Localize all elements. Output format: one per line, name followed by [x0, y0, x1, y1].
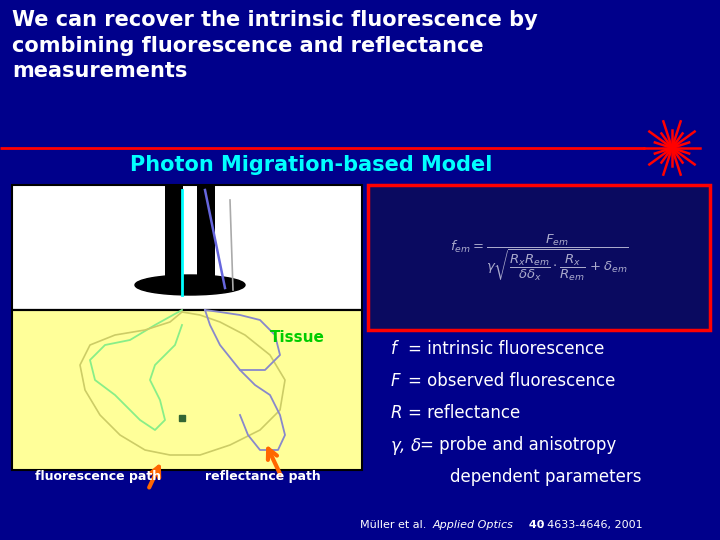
Text: $f$: $f$	[390, 340, 400, 358]
Text: = observed fluorescence: = observed fluorescence	[408, 372, 616, 390]
Text: Photon Migration-based Model: Photon Migration-based Model	[130, 155, 492, 175]
Text: Müller et al.: Müller et al.	[360, 520, 430, 530]
Text: = probe and anisotropy: = probe and anisotropy	[420, 436, 616, 454]
Text: : 4633-4646, 2001: : 4633-4646, 2001	[540, 520, 643, 530]
Text: $f_{em} = \dfrac{F_{em}}{\gamma \sqrt{\dfrac{R_x R_{em}}{\delta \delta_x} \cdot : $f_{em} = \dfrac{F_{em}}{\gamma \sqrt{\d…	[450, 232, 629, 283]
Text: $\gamma$, $\delta$: $\gamma$, $\delta$	[390, 436, 422, 457]
Text: = reflectance: = reflectance	[408, 404, 521, 422]
Text: $F$: $F$	[390, 372, 402, 390]
Bar	[368, 185, 710, 330]
Text: reflectance path: reflectance path	[205, 470, 320, 483]
Text: 40: 40	[525, 520, 544, 530]
Text: We can recover the intrinsic fluorescence by
combining fluorescence and reflecta: We can recover the intrinsic fluorescenc…	[12, 10, 538, 81]
Ellipse shape	[135, 275, 245, 295]
Bar	[165, 185, 183, 285]
Bar	[197, 185, 215, 285]
Text: dependent parameters: dependent parameters	[450, 468, 642, 486]
Text: Applied Optics: Applied Optics	[433, 520, 514, 530]
Text: $R$: $R$	[390, 404, 402, 422]
Text: = intrinsic fluorescence: = intrinsic fluorescence	[408, 340, 604, 358]
Text: fluorescence path: fluorescence path	[35, 470, 161, 483]
Text: Tissue: Tissue	[270, 330, 325, 345]
Bar	[12, 185, 362, 310]
Bar	[12, 310, 362, 470]
